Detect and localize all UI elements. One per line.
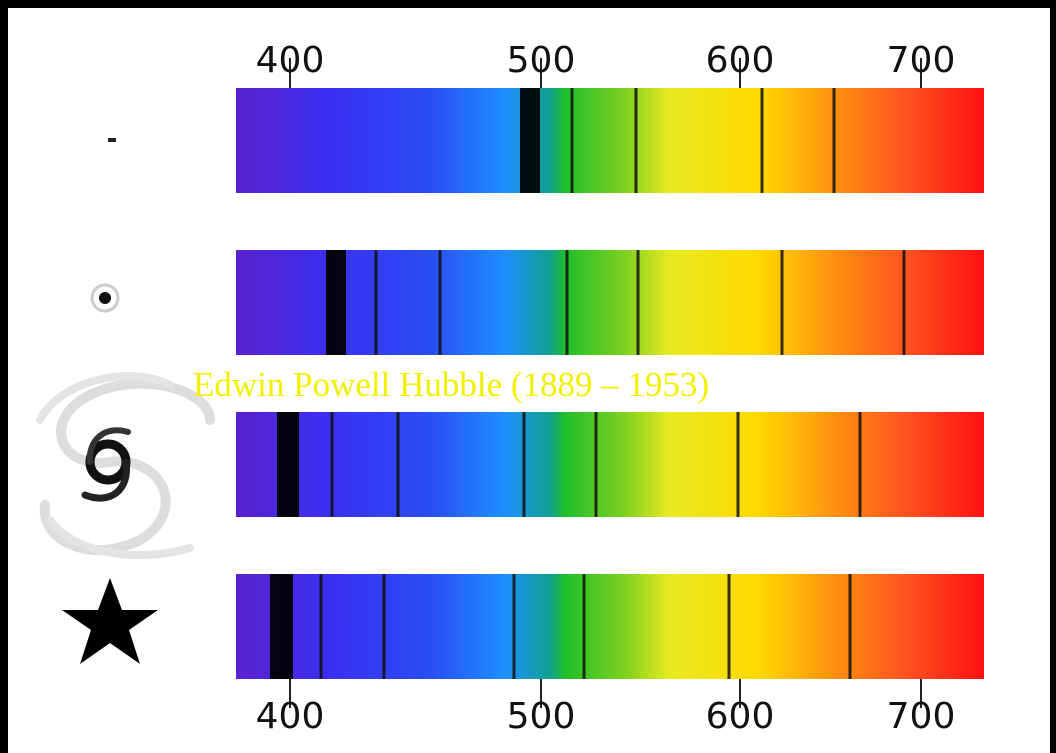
absorption-line	[522, 412, 526, 517]
tick-label: 700	[887, 696, 956, 737]
absorption-line	[736, 412, 740, 517]
absorption-line	[438, 250, 442, 355]
absorption-line	[858, 412, 862, 517]
absorption-line	[570, 88, 574, 193]
tick-label: 500	[507, 40, 576, 81]
tick-label: 500	[507, 696, 576, 737]
absorption-line	[780, 250, 784, 355]
absorption-line	[582, 574, 586, 679]
absorption-band	[277, 412, 299, 517]
spectrum-bar	[236, 250, 984, 355]
caption: Edwin Powell Hubble (1889 – 1953)	[193, 365, 709, 404]
absorption-line	[760, 88, 764, 193]
tick-label: 700	[887, 40, 956, 81]
tick-label: 600	[706, 696, 775, 737]
absorption-band	[520, 88, 540, 193]
absorption-line	[832, 88, 836, 193]
spiral-galaxy-icon	[36, 372, 215, 559]
absorption-line	[374, 250, 378, 355]
absorption-line	[565, 250, 569, 355]
absorption-line	[634, 88, 638, 193]
absorption-line	[330, 412, 334, 517]
tick-label: 600	[706, 40, 775, 81]
absorption-line	[382, 574, 386, 679]
absorption-line	[848, 574, 852, 679]
spectrum-bar	[236, 574, 984, 679]
distant-galaxy-icon	[108, 138, 116, 142]
absorption-line	[319, 574, 323, 679]
absorption-line	[396, 412, 400, 517]
star-icon	[62, 578, 158, 664]
absorption-line	[727, 574, 731, 679]
absorption-line	[512, 574, 516, 679]
spectrum-bar	[236, 88, 984, 193]
spectra	[236, 88, 984, 679]
absorption-line	[636, 250, 640, 355]
absorption-line	[902, 250, 906, 355]
absorption-line	[594, 412, 598, 517]
tick-label: 400	[256, 696, 325, 737]
small-spiral-icon	[90, 283, 120, 313]
absorption-band	[326, 250, 346, 355]
spectrum-bar	[236, 412, 984, 517]
tick-label: 400	[256, 40, 325, 81]
absorption-band	[270, 574, 293, 679]
